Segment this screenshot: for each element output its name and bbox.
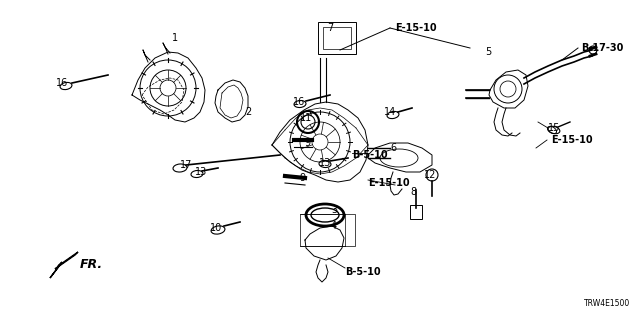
Text: E-15-10: E-15-10 [395,23,436,33]
Text: FR.: FR. [80,258,103,270]
Text: 5: 5 [485,47,491,57]
Text: B-5-10: B-5-10 [352,150,388,160]
Text: 13: 13 [319,158,331,168]
Text: 9: 9 [299,173,305,183]
Text: 9: 9 [304,138,310,148]
Text: E-15-10: E-15-10 [551,135,593,145]
Text: B-5-10: B-5-10 [345,267,381,277]
Bar [318,22,356,54]
Text: 3: 3 [331,205,337,215]
Polygon shape [50,252,78,278]
Bar [410,205,422,219]
Bar [300,214,355,246]
Bar [323,27,351,49]
Text: 1: 1 [172,33,178,43]
Text: 8: 8 [410,187,416,197]
Text: TRW4E1500: TRW4E1500 [584,299,630,308]
Text: 7: 7 [327,23,333,33]
Text: 10: 10 [210,223,222,233]
Text: 6: 6 [390,143,396,153]
Text: 4: 4 [331,221,337,231]
Text: E-15-10: E-15-10 [368,178,410,188]
Text: 13: 13 [195,167,207,177]
Text: B-17-30: B-17-30 [581,43,623,53]
Text: 14: 14 [384,107,396,117]
Text: 15: 15 [548,123,560,133]
Text: 17: 17 [180,160,192,170]
Text: 11: 11 [300,113,312,123]
Text: 16: 16 [293,97,305,107]
Text: 12: 12 [424,170,436,180]
Text: 2: 2 [245,107,251,117]
Text: 16: 16 [56,78,68,88]
